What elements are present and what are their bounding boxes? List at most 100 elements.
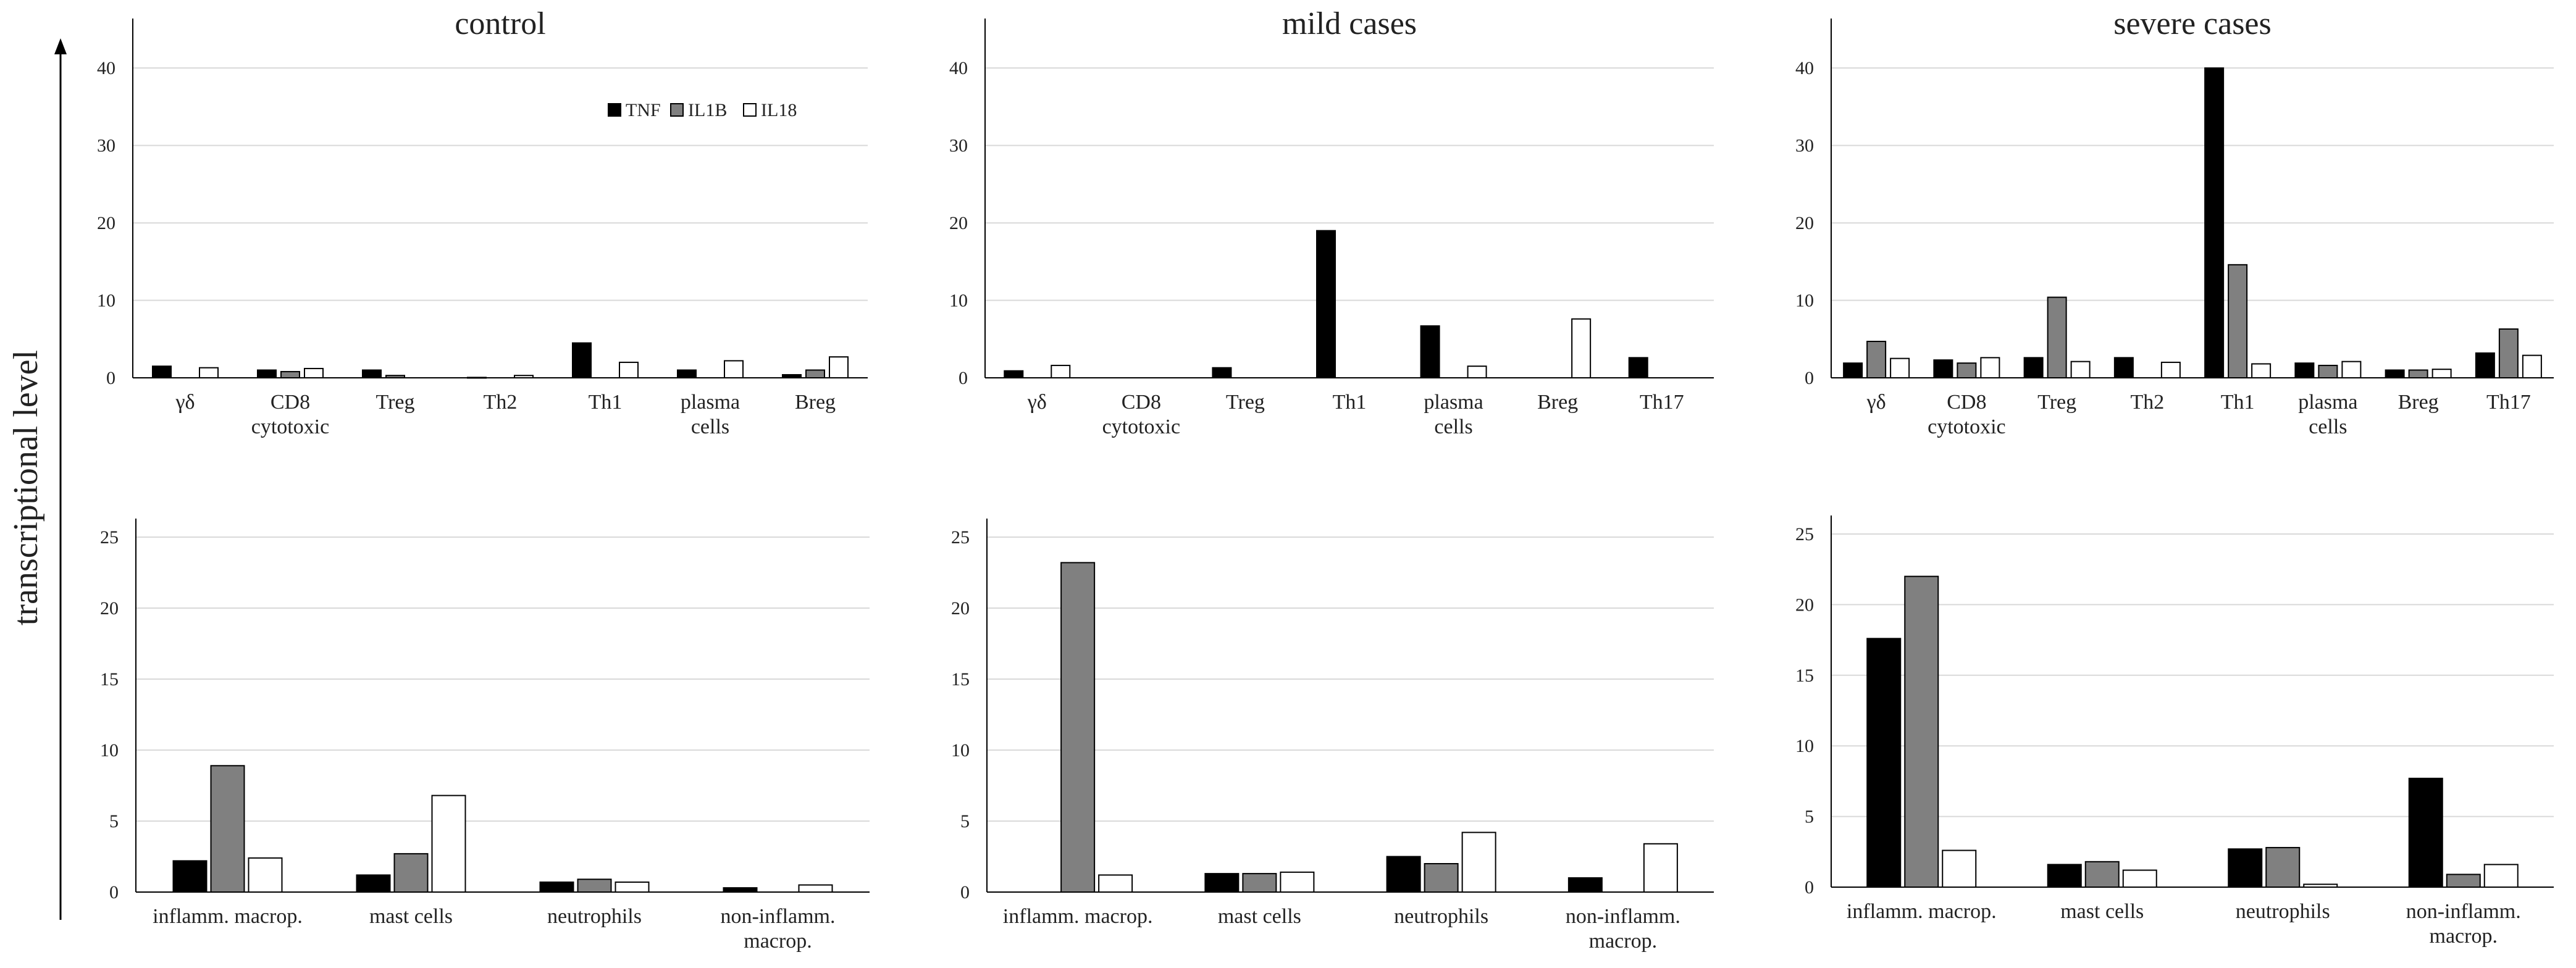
- x-tick-label: non-inflamm. macrop.: [720, 905, 835, 953]
- y-tick-label: 20: [1795, 213, 1814, 233]
- y-tick-label: 0: [959, 368, 968, 388]
- legend-swatch-tnf: [608, 103, 621, 117]
- bar-tnf: [1316, 230, 1336, 378]
- chart-panel-4: 0 5 10 15 20 25 inflamm. macrop. mast cells neut…: [100, 519, 870, 953]
- bar-tnf: [467, 377, 487, 379]
- x-tick-label: Treg: [2037, 391, 2076, 414]
- bar-il1b: [280, 370, 300, 378]
- bar-il1b: [1242, 873, 1277, 893]
- chart-title: severe cases: [2113, 6, 2272, 41]
- y-axis-arrow-head: [54, 38, 67, 54]
- bar-tnf: [2408, 777, 2443, 888]
- y-tick-label: 20: [1795, 595, 1814, 615]
- bar-il18: [1280, 871, 1315, 893]
- x-tick-label: Th1: [1333, 391, 1367, 414]
- bar-il18: [199, 367, 219, 379]
- x-tick-label: inflamm. macrop.: [1003, 905, 1153, 928]
- chart-title: control: [455, 6, 545, 41]
- x-tick-label: neutrophils: [1394, 905, 1488, 928]
- bar-il18: [2160, 361, 2181, 379]
- bar-il18: [2070, 361, 2091, 378]
- chart-title: mild cases: [1282, 6, 1417, 41]
- legend: TNF IL1B IL18: [608, 100, 797, 120]
- bar-il18: [1051, 364, 1071, 378]
- bar-il1b: [805, 369, 825, 378]
- y-tick-label: 30: [97, 136, 115, 156]
- y-tick-label: 10: [100, 740, 119, 761]
- bar-tnf: [1628, 357, 1648, 379]
- y-tick-label: 15: [1795, 666, 1814, 686]
- x-tick-label: CD8 cytotoxic: [251, 391, 330, 438]
- bar-il1b: [2408, 369, 2428, 378]
- bar-tnf: [723, 887, 758, 893]
- chart-panel-5: 0 5 10 15 20 25 inflamm. macrop. mast cells neut…: [951, 519, 1714, 953]
- bar-il18: [2522, 354, 2542, 378]
- bar-il1b: [2047, 296, 2067, 379]
- y-tick-label: 25: [100, 527, 119, 548]
- y-tick-label: 0: [109, 882, 119, 903]
- bar-il1b: [2228, 264, 2248, 378]
- x-tick-label: Th1: [2221, 391, 2255, 414]
- bar-tnf: [1420, 325, 1440, 378]
- x-tick-label: inflamm. macrop.: [1847, 900, 1997, 923]
- bar-il18: [2122, 869, 2157, 888]
- legend-swatch-il18: [743, 103, 757, 117]
- x-tick-label: CD8 cytotoxic: [1102, 391, 1181, 438]
- y-tick-label: 30: [949, 136, 968, 156]
- chart-panel-3: 0 10 20 30 40 severe cases γδ CD8 cytotoxic Treg T…: [1795, 6, 2554, 438]
- y-tick-label: 10: [1795, 291, 1814, 311]
- bar-tnf: [677, 369, 697, 378]
- bar-tnf: [539, 881, 574, 893]
- y-tick-label: 40: [949, 58, 968, 78]
- x-tick-label: Breg: [2398, 391, 2439, 414]
- bar-il1b: [1957, 362, 1977, 378]
- x-tick-label: non-inflamm. macrop.: [2406, 900, 2521, 948]
- bar-il1b: [577, 878, 612, 893]
- x-tick-label: Breg: [1537, 391, 1578, 414]
- y-axis-title: transcriptional level: [7, 350, 45, 625]
- x-tick-label: Th17: [2486, 391, 2531, 414]
- bar-il18: [2431, 369, 2452, 379]
- bar-il1b: [2318, 364, 2338, 378]
- bar-il1b: [1060, 562, 1096, 893]
- x-tick-label: γδ: [1027, 391, 1047, 414]
- bar-il18: [2303, 883, 2338, 888]
- bar-il18: [619, 361, 639, 379]
- x-tick-label: γδ: [175, 391, 195, 414]
- x-tick-label: γδ: [1866, 391, 1886, 414]
- bar-tnf: [172, 860, 208, 893]
- x-tick-label: Th2: [2130, 391, 2164, 414]
- y-tick-label: 0: [1805, 368, 1814, 388]
- bar-tnf: [1204, 873, 1240, 893]
- bar-tnf: [1866, 638, 1902, 888]
- y-tick-label: 25: [951, 527, 970, 548]
- x-tick-label: plasma cells: [2298, 391, 2357, 438]
- bar-il18: [724, 360, 744, 379]
- legend-label-tnf: TNF: [626, 100, 661, 120]
- x-tick-label: CD8 cytotoxic: [1928, 391, 2006, 438]
- x-tick-label: plasma cells: [1424, 391, 1483, 438]
- bar-il18: [248, 857, 283, 893]
- bar-il18: [1571, 318, 1592, 378]
- legend-label-il1b: IL1B: [688, 100, 727, 120]
- bar-il18: [304, 367, 324, 378]
- bar-tnf: [2047, 864, 2082, 888]
- y-tick-label: 20: [100, 598, 119, 619]
- y-tick-label: 40: [1795, 58, 1814, 78]
- bar-tnf: [152, 365, 172, 379]
- chart-panel-1: 0 10 20 30 40 control γδ CD8 cytotoxic Treg Th2 Th1…: [97, 6, 868, 438]
- bar-il18: [514, 375, 534, 379]
- bar-il18: [2341, 361, 2362, 378]
- x-tick-label: Th17: [1640, 391, 1684, 414]
- bar-il18: [2251, 363, 2272, 378]
- bar-tnf: [2385, 369, 2405, 378]
- bar-tnf: [2023, 357, 2044, 379]
- y-tick-label: 40: [97, 58, 115, 78]
- y-tick-label: 15: [100, 669, 119, 690]
- y-tick-label: 0: [106, 368, 115, 388]
- bar-il1b: [210, 765, 245, 893]
- y-tick-label: 0: [1805, 877, 1814, 898]
- y-tick-label: 5: [1805, 807, 1814, 827]
- x-tick-label: neutrophils: [547, 905, 642, 928]
- x-tick-label: Th2: [484, 391, 518, 414]
